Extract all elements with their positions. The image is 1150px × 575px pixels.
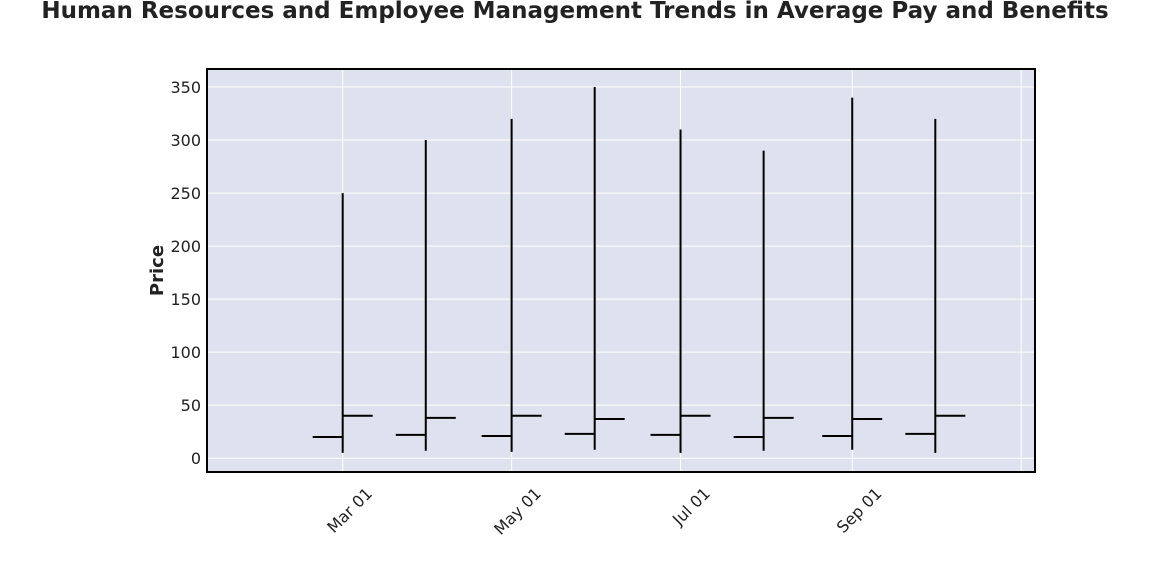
ohlc-bar	[481, 118, 542, 452]
ohlc-bar	[395, 140, 456, 451]
y-tick-label: 150	[170, 290, 201, 309]
chart-title: Human Resources and Employee Management …	[41, 0, 1109, 24]
ohlc-bar	[822, 97, 883, 450]
ohlc-bars	[312, 87, 966, 453]
plot-area	[207, 69, 1035, 472]
x-tick-label: May 01	[490, 484, 545, 539]
ohlc-bar	[905, 118, 966, 453]
x-axis-ticks: Mar 01 May 01 Jul 01 Sep 01	[323, 484, 885, 539]
y-tick-label: 0	[191, 449, 201, 468]
y-tick-label: 100	[170, 343, 201, 362]
ohlc-bar	[312, 193, 373, 453]
y-tick-label: 200	[170, 237, 201, 256]
y-tick-label: 50	[181, 396, 201, 415]
ohlc-bar	[564, 87, 625, 450]
y-tick-label: 350	[170, 78, 201, 97]
y-tick-label: 250	[170, 184, 201, 203]
x-tick-label: Mar 01	[323, 484, 376, 537]
ohlc-bar	[650, 129, 711, 453]
x-tick-label: Sep 01	[833, 484, 886, 537]
plot-frame	[206, 68, 1036, 473]
y-axis-ticks: 0 50 100 150 200 250 300 350	[170, 78, 201, 468]
ohlc-bar	[733, 150, 794, 451]
y-axis-label: Price	[147, 245, 168, 296]
x-tick-label: Jul 01	[668, 484, 714, 530]
y-tick-label: 300	[170, 131, 201, 150]
